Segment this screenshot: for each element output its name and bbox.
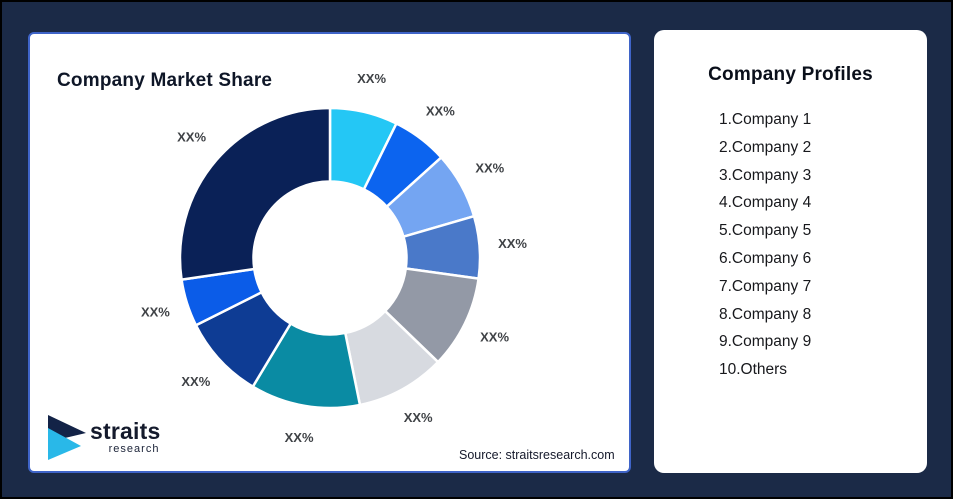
- slice-label: XX%: [285, 430, 314, 445]
- slice-label: XX%: [426, 103, 455, 118]
- logo-text-block: straits research: [90, 420, 160, 455]
- slice-label: XX%: [357, 71, 386, 86]
- company-list-item: 5.Company 5: [719, 222, 812, 240]
- company-profiles-list: 1.Company 1 2.Company 2 3.Company 3 4.Compa…: [719, 106, 811, 384]
- company-list-item: 8.Company 8: [719, 305, 812, 323]
- market-share-title: Company Market Share: [57, 70, 273, 91]
- slice-label: XX%: [181, 374, 210, 389]
- market-share-card: XX% XX% XX% XX% XX% XX% XX% XX% XX% XX% Company M…: [28, 32, 631, 473]
- company-list-item: 9.Company 9: [719, 333, 812, 351]
- slice-label: XX%: [475, 160, 504, 175]
- straits-research-logo: straits research: [48, 414, 160, 461]
- company-profiles-title: Company Profiles: [708, 64, 873, 85]
- company-list-item: 4.Company 4: [719, 194, 812, 212]
- logo-sub-text: research: [108, 443, 160, 455]
- slice-label: XX%: [177, 130, 206, 145]
- company-list-item: 6.Company 6: [719, 249, 812, 267]
- slice-label: XX%: [141, 304, 170, 319]
- company-list-item: 10.Others: [719, 361, 788, 379]
- company-list-item: 3.Company 3: [719, 166, 812, 184]
- slice-label: XX%: [480, 329, 509, 344]
- straits-logo-icon: [48, 415, 86, 460]
- company-list-item: 2.Company 2: [719, 138, 812, 156]
- company-list-item: 7.Company 7: [719, 277, 812, 295]
- donut-slice-10: [178, 106, 332, 281]
- company-list-item: 1.Company 1: [719, 111, 812, 128]
- slice-label: XX%: [498, 236, 527, 251]
- market-share-donut-chart: XX% XX% XX% XX% XX% XX% XX% XX% XX% XX%: [141, 71, 527, 445]
- source-attribution: Source: straitsresearch.com: [459, 448, 615, 462]
- logo-brand-text: straits: [90, 418, 161, 444]
- slice-label: XX%: [404, 410, 433, 425]
- company-profiles-card: Company Profiles 1.Company 1 2.Company 2 3…: [654, 30, 927, 473]
